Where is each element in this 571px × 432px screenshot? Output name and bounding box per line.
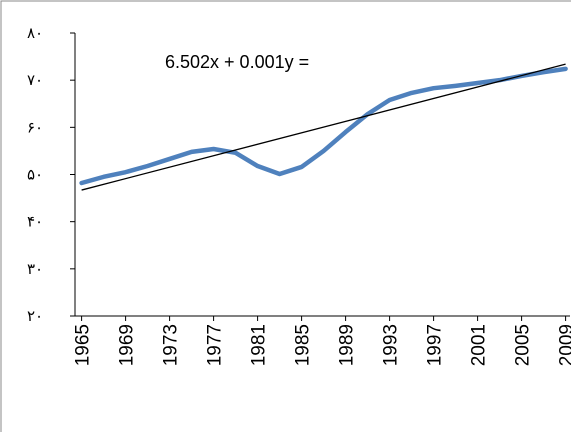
x-tick-label: 1997 — [425, 324, 446, 366]
x-tick-label: 1981 — [249, 324, 270, 366]
x-tick-label: 1989 — [337, 324, 358, 366]
x-tick-label: 2009 — [557, 324, 571, 366]
y-tick-label: ۶۰ — [27, 119, 43, 136]
equation-annotation: 6.502x + 0.001y = — [165, 52, 309, 72]
x-tick-label: 1973 — [161, 324, 182, 366]
y-tick-label: ۳۰ — [27, 261, 43, 278]
y-tick-label: ۴۰ — [27, 214, 43, 231]
x-tick-label: 1965 — [73, 324, 94, 366]
y-tick-label: ۲۰ — [27, 308, 43, 325]
x-tick-label: 1993 — [381, 324, 402, 366]
x-tick-label: 2005 — [513, 324, 534, 366]
trend-line — [81, 63, 566, 191]
data-line — [79, 66, 568, 186]
y-tick-label: ۷۰ — [27, 72, 43, 89]
y-tick-label: ۸۰ — [27, 25, 43, 42]
x-tick-label: 1969 — [117, 324, 138, 366]
x-tick-label: 1977 — [205, 324, 226, 366]
y-tick-label: ۵۰ — [27, 167, 43, 184]
x-tick-label: 2001 — [469, 324, 490, 366]
x-tick-label: 1985 — [293, 324, 314, 366]
